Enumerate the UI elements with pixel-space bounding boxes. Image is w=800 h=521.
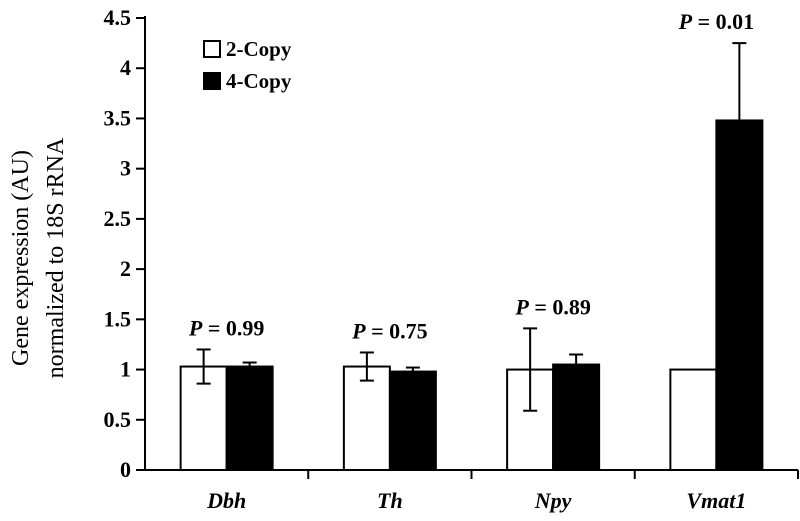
y-tick-label: 1 (120, 357, 131, 382)
bar-4-copy-npy (552, 363, 601, 471)
bar-2-copy-th (342, 365, 391, 472)
y-tick-label: 2 (120, 256, 131, 281)
y-axis-ticks: 0 0.5 1 1.5 2 2.5 3 3.5 4 4.5 (104, 5, 145, 482)
p-value-text: = 0.01 (692, 9, 754, 34)
y-tick-label: 3.5 (104, 105, 132, 130)
bar-4-copy-dbh (225, 365, 274, 472)
x-axis-labels: Dbh Th Npy Vmat1 (206, 488, 746, 513)
y-axis-title: Gene expression (AU) normalized to 18S r… (8, 137, 69, 378)
p-value-text: = 0.89 (529, 294, 591, 319)
p-symbol: P (514, 294, 529, 319)
p-value-label: P = 0.75 (351, 318, 428, 343)
p-symbol: P (188, 315, 203, 340)
bar-2-copy-vmat1 (669, 368, 718, 471)
p-value-label: P = 0.99 (188, 315, 265, 340)
x-tick-label: Dbh (206, 488, 246, 513)
legend: 2-Copy 4-Copy (203, 37, 292, 93)
error-bars (196, 42, 747, 412)
bars (179, 119, 764, 472)
p-value-labels: P = 0.99 P = 0.75P = 0.89P = 0.01 (188, 9, 754, 343)
legend-label: 4-Copy (226, 69, 292, 93)
p-symbol: P (351, 318, 366, 343)
y-tick-label: 4 (120, 55, 131, 80)
x-tick-label: Vmat1 (686, 488, 746, 513)
axes (144, 16, 799, 479)
y-tick-label: 0.5 (104, 407, 132, 432)
x-tick-label: Th (377, 488, 403, 513)
y-tick-label: 4.5 (104, 5, 132, 30)
p-value-text: = 0.99 (202, 315, 264, 340)
p-value-text: = 0.75 (366, 318, 428, 343)
legend-swatch (203, 40, 221, 58)
y-tick-label: 0 (120, 457, 131, 482)
y-tick-label: 1.5 (104, 306, 132, 331)
y-axis-title-line-1: Gene expression (AU) (8, 150, 34, 366)
y-tick-label: 2.5 (104, 206, 132, 231)
p-value-label: P = 0.01 (678, 9, 755, 34)
y-axis-title-line-2: normalized to 18S rRNA (43, 137, 69, 378)
bar-4-copy-th (388, 370, 437, 472)
p-value-label: P = 0.89 (514, 294, 591, 319)
legend-swatch (203, 72, 221, 90)
y-tick-label: 3 (120, 156, 131, 181)
x-tick-label: Npy (534, 488, 572, 513)
p-symbol: P (678, 9, 693, 34)
legend-label: 2-Copy (226, 37, 292, 61)
